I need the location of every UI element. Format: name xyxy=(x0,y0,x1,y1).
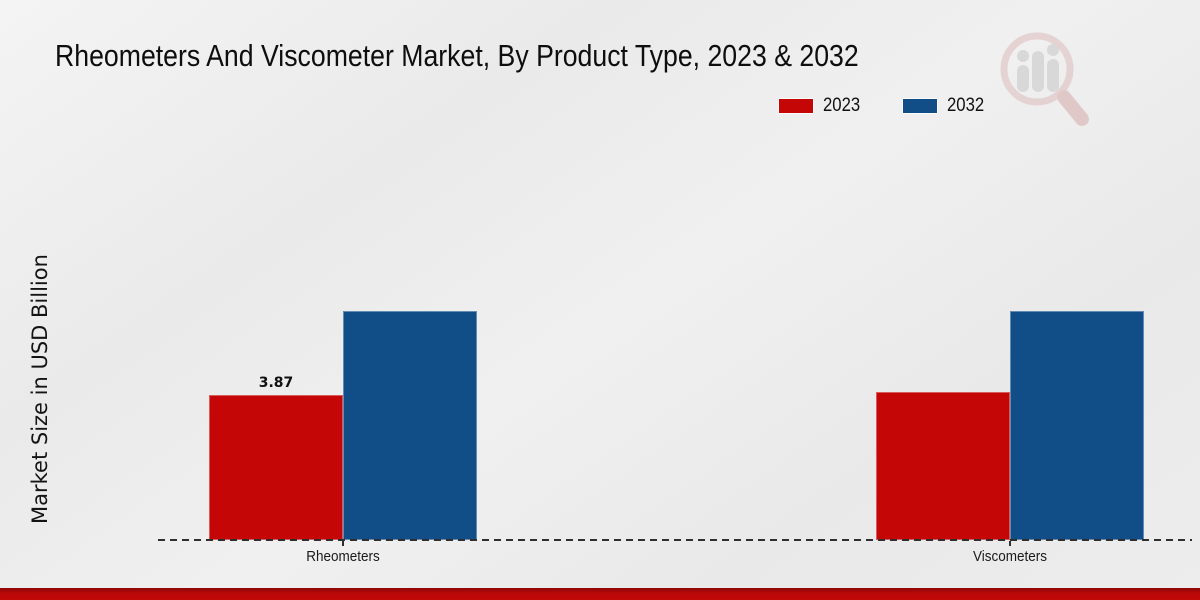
bar-2032-rheometers xyxy=(343,310,477,540)
category-label-rheometers: Rheometers xyxy=(306,548,380,565)
legend: 2023 2032 xyxy=(779,95,990,117)
legend-label-2023: 2023 xyxy=(823,95,861,116)
legend-label-2032: 2032 xyxy=(947,95,985,116)
bar-2023-viscometers xyxy=(876,391,1010,540)
x-axis-line xyxy=(158,539,1192,541)
data-label-2023: 3.87 xyxy=(258,374,294,391)
legend-item-2032: 2032 xyxy=(903,95,989,117)
chart-title: Rheometers And Viscometer Market, By Pro… xyxy=(55,38,859,73)
legend-item-2023: 2023 xyxy=(779,95,865,117)
x-axis-tick xyxy=(1009,541,1011,546)
legend-swatch-2032 xyxy=(903,99,938,113)
legend-swatch-2023 xyxy=(779,99,813,113)
magnifier-bars-icon xyxy=(1000,32,1089,126)
watermark-logo xyxy=(985,20,1100,135)
bar-2023-rheometers xyxy=(209,394,343,540)
bottom-accent-bar xyxy=(0,588,1200,600)
category-label-viscometers: Viscometers xyxy=(972,548,1048,565)
bar-2032-viscometers xyxy=(1010,310,1144,540)
x-axis-tick xyxy=(342,541,344,546)
